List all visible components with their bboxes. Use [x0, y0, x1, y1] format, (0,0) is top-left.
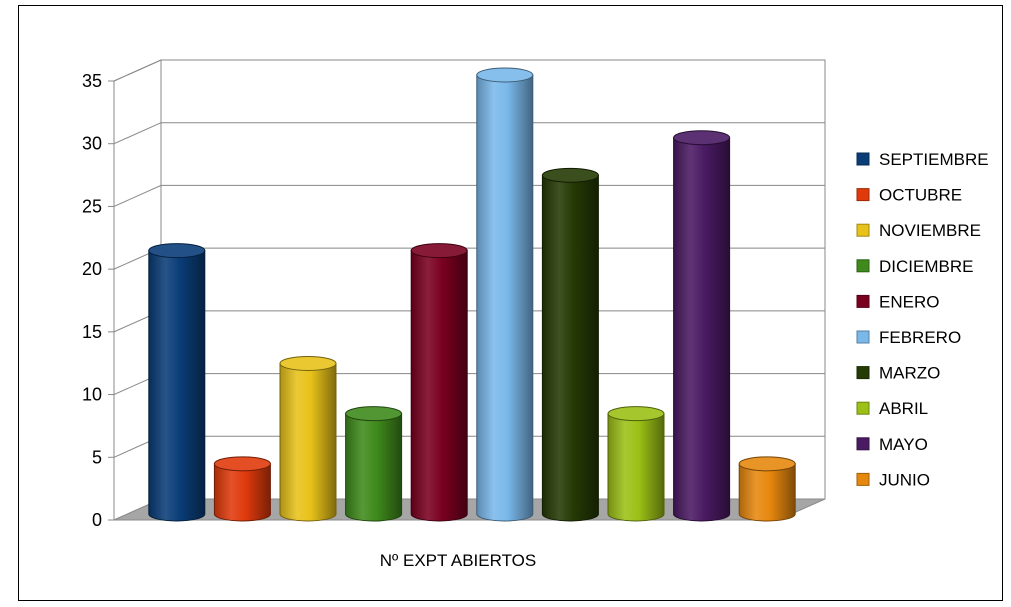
y-tick-label: 30 — [82, 134, 102, 154]
legend-label: MARZO — [879, 364, 940, 383]
legend-label: JUNIO — [879, 470, 930, 489]
bar-body — [607, 413, 665, 522]
bar-body — [410, 250, 468, 522]
y-tick-label: 20 — [82, 259, 102, 279]
bar-abril — [607, 406, 665, 522]
bar-mayo — [673, 130, 731, 522]
bar-septiembre — [148, 243, 206, 522]
bar-top — [345, 406, 403, 422]
y-tick-label: 0 — [92, 510, 102, 530]
bar-body — [279, 362, 337, 522]
gridline — [113, 122, 825, 145]
y-tick-label: 10 — [82, 385, 102, 405]
legend-swatch — [856, 223, 870, 237]
legend-label: ENERO — [879, 292, 939, 311]
legend-swatch — [856, 294, 870, 308]
x-category-label: Nº EXPT ABIERTOS — [380, 551, 536, 570]
legend-label: MAYO — [879, 435, 928, 454]
legend-swatch — [856, 152, 870, 166]
bar-noviembre — [279, 355, 337, 522]
bar-top — [738, 456, 796, 472]
bar-body — [148, 250, 206, 522]
gridline — [113, 184, 825, 207]
legend-swatch — [856, 259, 870, 273]
legend-label: SEPTIEMBRE — [879, 150, 989, 169]
bar-top — [541, 167, 599, 183]
y-tick-label: 15 — [82, 322, 102, 342]
legend-label: FEBRERO — [879, 328, 961, 347]
bar-junio — [738, 456, 796, 522]
bar-body — [476, 74, 534, 522]
bar-body — [673, 137, 731, 522]
chart-frame: 0 5 10 15 20 25 30 35 Nº EXPT ABIERTOS SEPTIEMBRE… — [18, 5, 1003, 601]
bar-top — [607, 406, 665, 422]
bar-body — [541, 174, 599, 522]
y-tick-label: 5 — [92, 447, 102, 467]
legend-label: ABRIL — [879, 399, 928, 418]
bar-top — [410, 243, 468, 259]
bar-top — [213, 456, 271, 472]
bar-body — [213, 463, 271, 522]
legend-swatch — [856, 366, 870, 380]
bar-diciembre — [345, 406, 403, 522]
y-tick-label: 35 — [82, 71, 102, 91]
gridline — [113, 59, 825, 82]
bar-body — [345, 413, 403, 522]
legend-swatch — [856, 330, 870, 344]
legend-swatch — [856, 472, 870, 486]
legend-label: NOVIEMBRE — [879, 221, 981, 240]
bar-chart: 0 5 10 15 20 25 30 35 Nº EXPT ABIERTOS SEPTIEMBRE… — [82, 59, 989, 570]
y-tick-label: 25 — [82, 196, 102, 216]
bar-top — [148, 243, 206, 259]
legend-label: DICIEMBRE — [879, 257, 973, 276]
bar-marzo — [541, 167, 599, 522]
bar-top — [476, 67, 534, 83]
bar-top — [673, 130, 731, 146]
legend-swatch — [856, 437, 870, 451]
bar-enero — [410, 243, 468, 522]
bar-octubre — [213, 456, 271, 522]
legend-label: OCTUBRE — [879, 186, 962, 205]
legend-swatch — [856, 188, 870, 202]
bar-top — [279, 355, 337, 371]
legend-swatch — [856, 401, 870, 415]
bar-body — [738, 463, 796, 522]
bar-febrero — [476, 67, 534, 522]
